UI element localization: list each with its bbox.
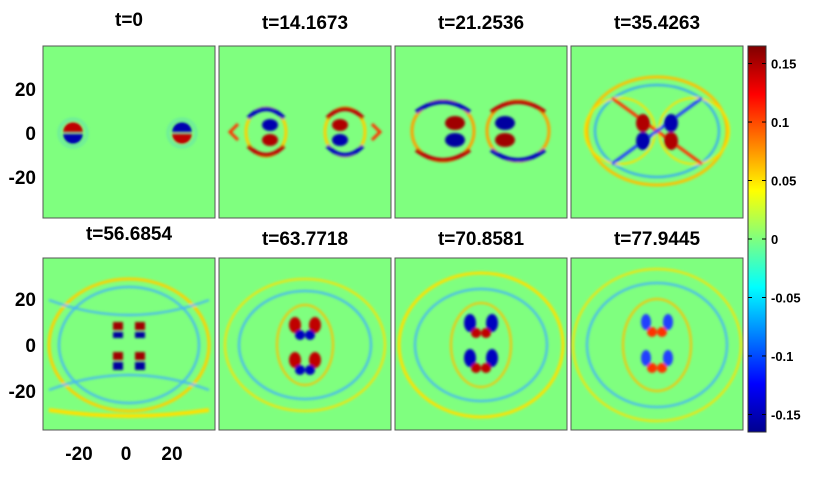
panel-1: t=0 [42, 10, 216, 219]
panel-3: t=21.2536 [394, 13, 568, 219]
panel-7: t=70.8581 [394, 229, 568, 431]
panel-7-field [397, 271, 565, 419]
panel-title: t=56.6854 [86, 224, 173, 245]
panel-8-field [572, 268, 742, 422]
y-tick-label: 0 [25, 336, 36, 357]
x-tick-label: 20 [161, 444, 182, 465]
colorbar-tick-label: -0.15 [771, 407, 801, 422]
panel-title: t=63.7718 [262, 229, 348, 250]
colorbar-tick-label: 0.1 [771, 115, 789, 130]
colorbar-tick-label: 0 [771, 232, 778, 247]
y-tick-label: -20 [9, 382, 36, 403]
panel-title: t=21.2536 [438, 13, 524, 34]
y-tick-label: -20 [9, 168, 36, 189]
y-ticks-bottom: 20 0 -20 [9, 290, 36, 403]
y-ticks-top: 20 0 -20 [9, 80, 36, 189]
panel-4-field [584, 75, 730, 187]
panel-1-field [57, 117, 198, 149]
y-tick-label: 20 [15, 290, 36, 311]
panel-3-field [410, 99, 551, 163]
colorbar: 0.15 0.1 0.05 0 -0.05 -0.1 -0.15 [747, 45, 801, 433]
x-tick-label: -20 [65, 444, 92, 465]
colorbar-tick-label: 0.05 [771, 174, 796, 189]
colorbar-tick-label: 0.15 [771, 57, 796, 72]
panel-8: t=77.9445 [570, 229, 744, 431]
panel-title: t=35.4263 [614, 13, 700, 34]
colorbar-tick-label: -0.1 [771, 349, 793, 364]
x-ticks: -20 0 20 [65, 444, 182, 465]
y-tick-label: 20 [15, 80, 36, 101]
colorbar-tick-label: -0.05 [771, 290, 801, 305]
panel-2-field [227, 106, 383, 158]
panel-title: t=14.1673 [262, 13, 348, 34]
panel-title: t=70.8581 [438, 229, 525, 250]
panel-6: t=63.7718 [218, 229, 392, 431]
panel-6-field [224, 278, 386, 412]
panel-title: t=0 [115, 10, 143, 31]
colorbar-ticks: 0.15 0.1 0.05 0 -0.05 -0.1 -0.15 [748, 57, 801, 422]
x-tick-label: 0 [121, 444, 132, 465]
panel-5: t=56.6854 [42, 224, 216, 431]
panel-4: t=35.4263 [570, 13, 744, 219]
panel-2: t=14.1673 [218, 13, 392, 219]
panel-5-field [47, 277, 211, 418]
panel-title: t=77.9445 [614, 229, 701, 250]
y-tick-label: 0 [25, 124, 36, 145]
